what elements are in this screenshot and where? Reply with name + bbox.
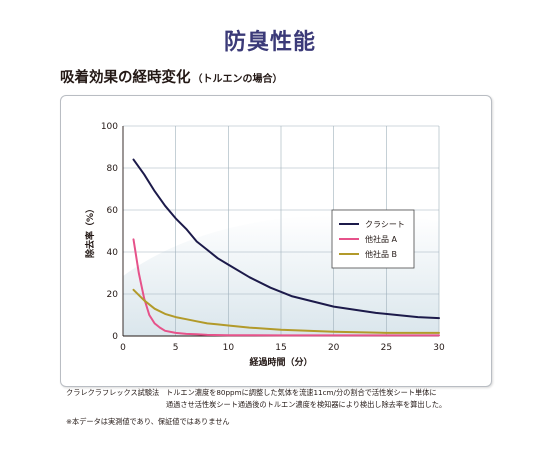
x-tick-label: 25 <box>381 343 392 353</box>
x-tick-label: 5 <box>173 343 179 353</box>
x-tick-label: 15 <box>275 343 286 353</box>
page-title: 防臭性能 <box>223 30 316 55</box>
chart-subtitle: 吸着効果の経時変化 （トルエンの場合） <box>60 66 283 87</box>
method-description-line-1: トルエン濃度を80ppmに調整した気体を流速11cm/分の割合で活性炭シート単体… <box>166 388 437 397</box>
series-lines <box>132 158 440 337</box>
tick-labels: 0 20 40 60 80 100 0 5 10 15 20 25 30 <box>101 122 445 353</box>
y-tick-label: 40 <box>107 248 119 258</box>
grid-lines <box>123 125 440 336</box>
subtitle-note: （トルエンの場合） <box>192 74 283 85</box>
footnote: ※本データは実測値であり、保証値ではありません <box>66 417 230 426</box>
x-tick-label: 0 <box>120 343 126 353</box>
y-tick-label: 100 <box>101 122 118 132</box>
method-label: クラレクラフレックス試験法 <box>66 388 160 397</box>
y-tick-label: 60 <box>107 206 119 216</box>
legend-label: クラシート <box>365 220 405 229</box>
series-line <box>132 288 440 334</box>
x-tick-label: 20 <box>328 343 340 353</box>
y-axis-label: 除去率（%） <box>84 204 96 258</box>
legend-label: 他社品 B <box>365 249 397 259</box>
x-tick-label: 30 <box>433 343 445 353</box>
x-tick-label: 10 <box>223 343 235 353</box>
legend-label: 他社品 A <box>365 234 398 244</box>
y-tick-label: 80 <box>107 164 119 174</box>
subtitle-text: 吸着効果の経時変化 <box>60 70 191 86</box>
y-tick-label: 0 <box>112 332 118 342</box>
series-line <box>132 238 440 337</box>
method-description-line-2: 通過させ活性炭シート通過後のトルエン濃度を検知器により検出し除去率を算出した。 <box>166 400 447 409</box>
y-tick-label: 20 <box>107 290 119 300</box>
x-axis-label: 経過時間（分） <box>249 356 312 368</box>
series-line <box>132 158 440 320</box>
